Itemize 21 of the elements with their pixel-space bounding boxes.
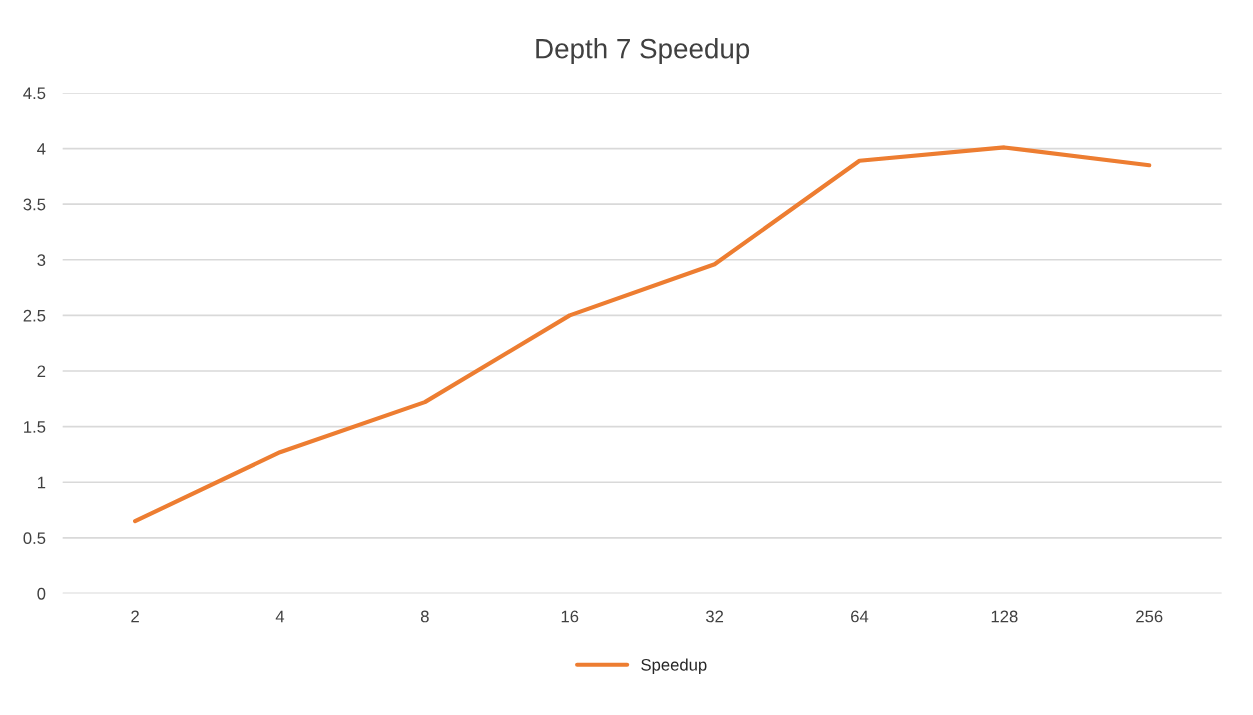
x-tick-label: 4 [275, 610, 285, 623]
x-tick-label: 8 [420, 610, 429, 623]
y-tick-label: 2 [37, 365, 46, 378]
y-tick-label: 1.5 [24, 421, 46, 433]
x-tick-label: 128 [991, 610, 1018, 623]
x-tick-label: 64 [851, 610, 869, 623]
line-series [133, 145, 1152, 524]
y-tick-label: 4 [37, 143, 46, 155]
chart-title: Depth 7 Speedup [536, 38, 750, 64]
y-tick-label: 2.5 [23, 309, 46, 322]
legend-label: Speedup [641, 658, 707, 675]
y-tick-label: 4.5 [23, 87, 46, 100]
y-tick-label: 0 [37, 587, 46, 600]
y-tick-label: 3.5 [23, 198, 46, 211]
x-tick-label: 16 [561, 610, 579, 623]
y-tick-label: 3 [37, 254, 46, 266]
x-tick-label: 32 [705, 610, 724, 623]
x-tick-label: 2 [131, 610, 139, 623]
x-tick-label: 256 [1136, 610, 1163, 623]
y-tick-label: 1 [37, 476, 46, 489]
y-tick-label: 0.5 [23, 532, 46, 545]
